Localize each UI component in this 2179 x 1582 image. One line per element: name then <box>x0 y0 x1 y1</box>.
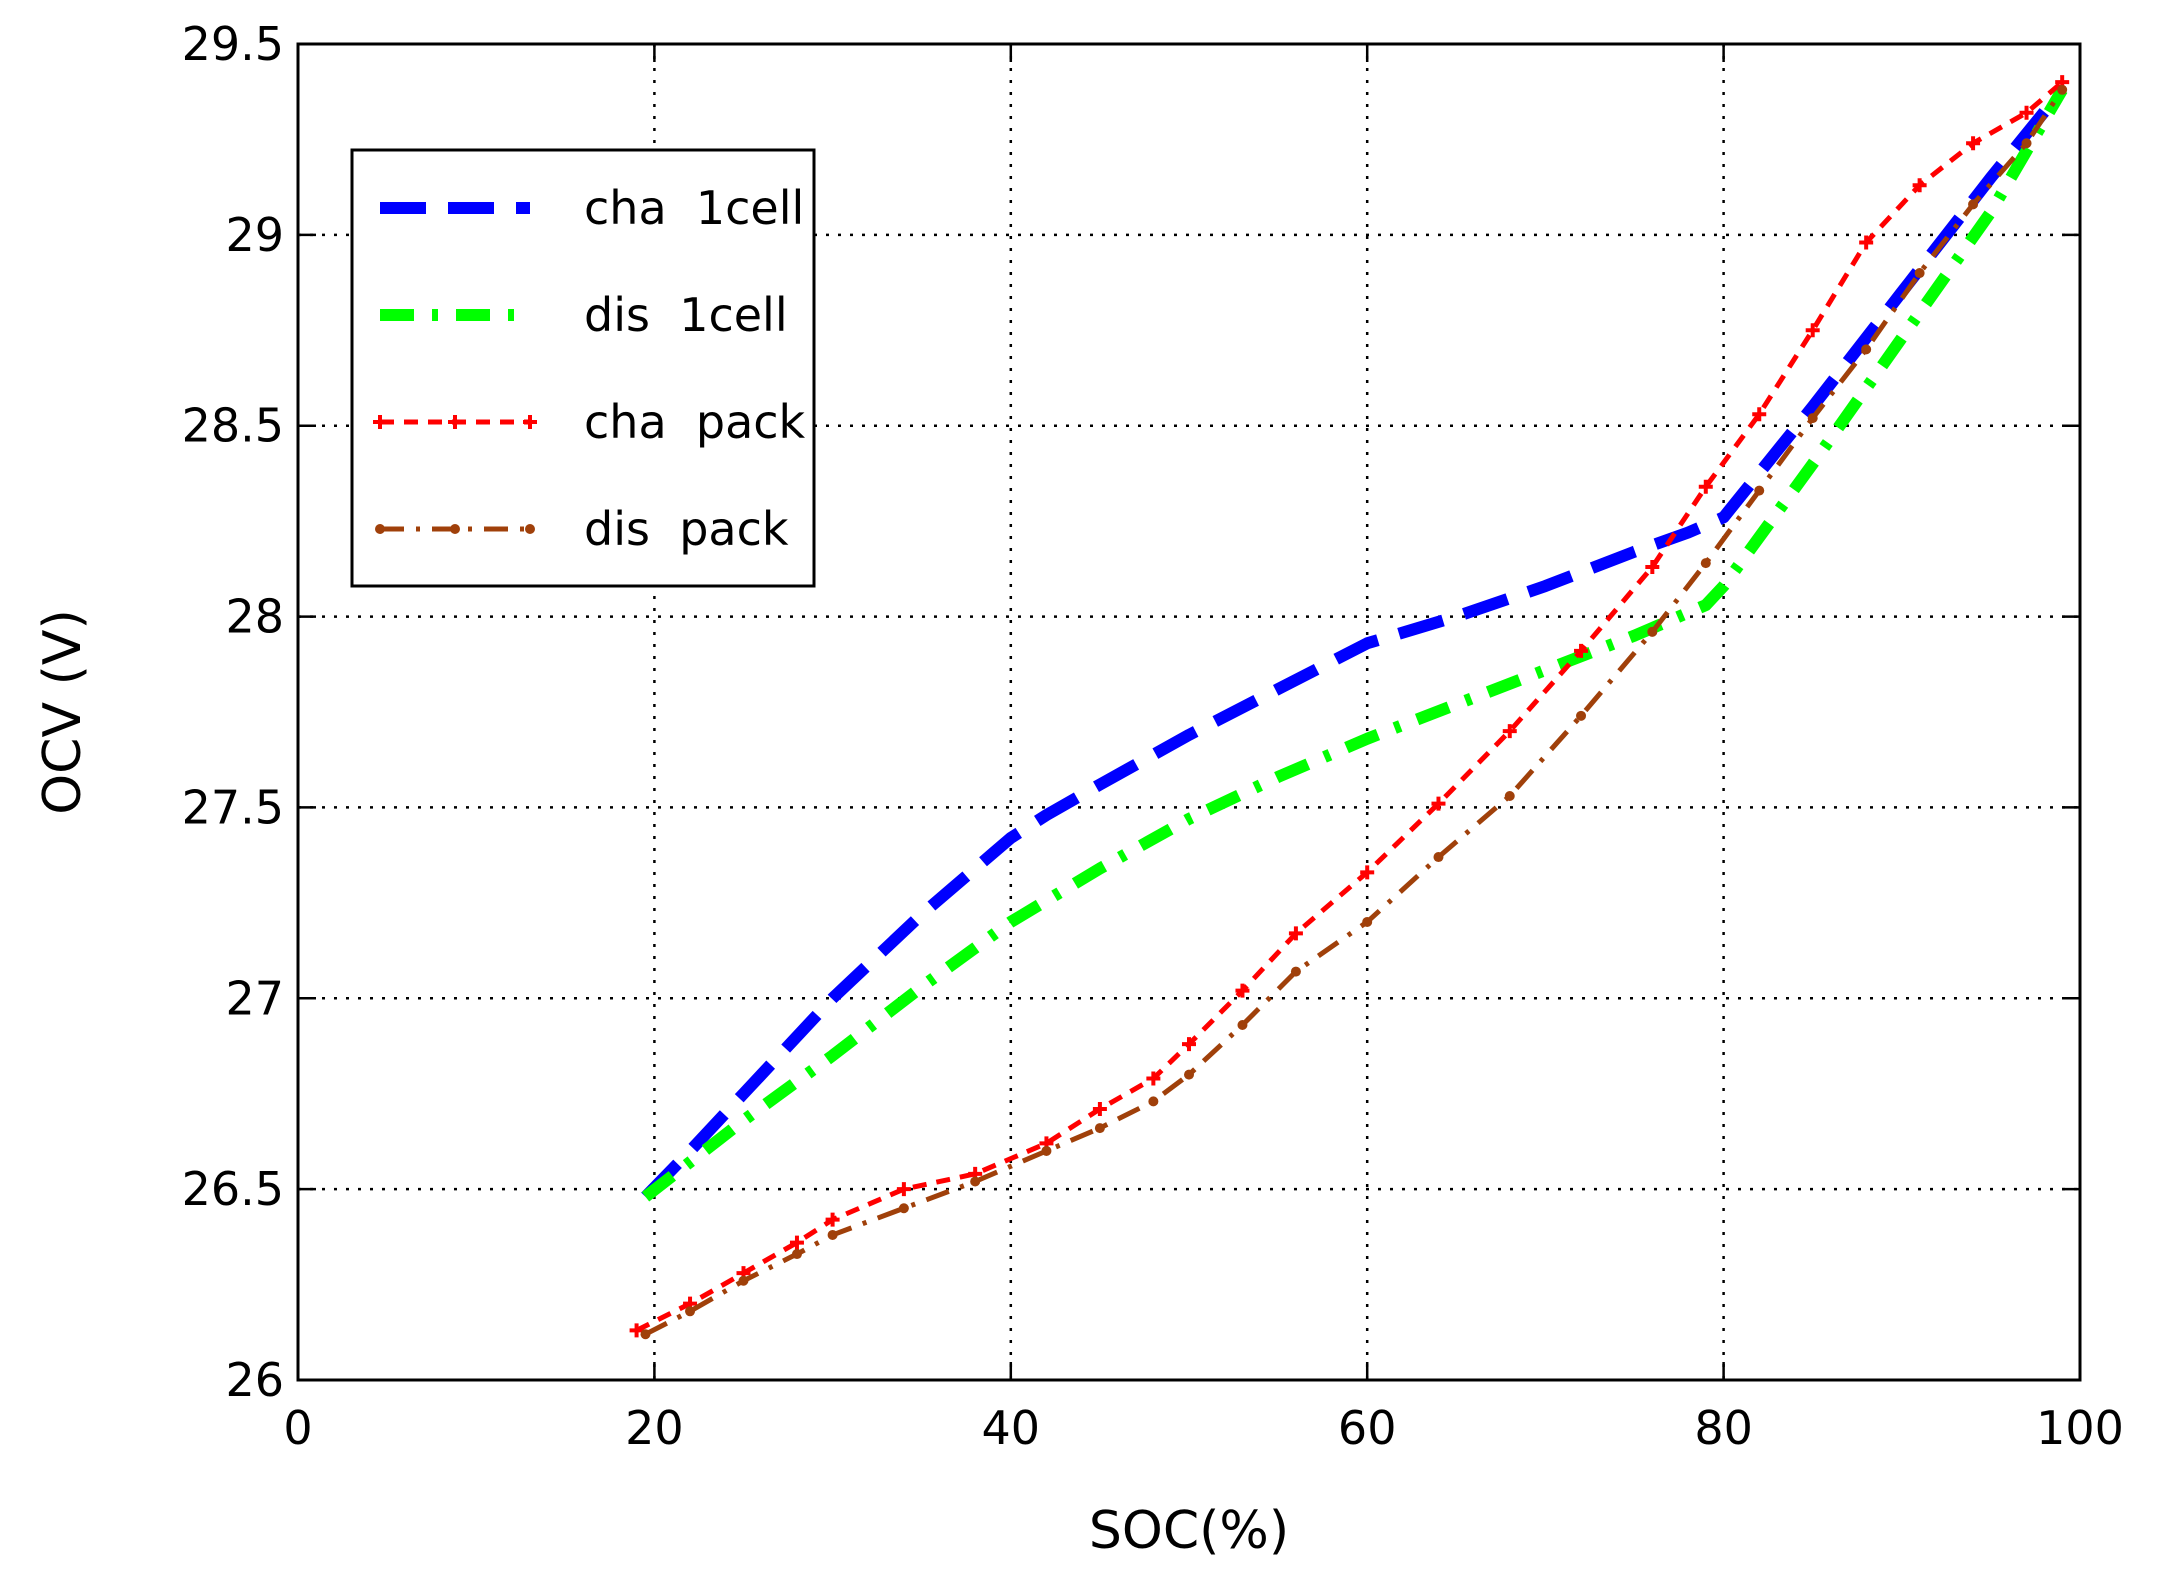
x-tick-label: 60 <box>1338 1401 1397 1455</box>
series-line <box>644 88 2065 1337</box>
data-point <box>1647 626 1658 637</box>
y-tick-label: 28.5 <box>182 399 284 453</box>
data-point <box>640 1329 651 1340</box>
data-point <box>1752 407 1767 422</box>
data-point <box>1966 136 1981 151</box>
data-point <box>825 1212 840 1227</box>
data-point <box>1094 1123 1105 1134</box>
series-line <box>635 80 2064 1333</box>
data-point <box>1290 966 1301 977</box>
legend-marker <box>523 415 537 429</box>
y-tick-label: 26 <box>225 1353 284 1407</box>
data-point <box>1360 865 1375 880</box>
data-series <box>629 75 2070 1340</box>
y-axis-label: OCV (V) <box>33 609 93 815</box>
series-line <box>641 86 2067 1201</box>
data-point <box>1288 926 1303 941</box>
legend-entry: cha pack <box>373 395 806 449</box>
x-axis-label: SOC(%) <box>1089 1501 1289 1561</box>
data-point <box>1914 268 1925 279</box>
legend-label: dis pack <box>584 502 789 556</box>
x-axis-ticks: 0 20 40 60 80 100 <box>283 44 2124 1455</box>
legend-marker <box>525 524 535 534</box>
legend-marker <box>448 415 462 429</box>
data-point <box>1807 413 1818 424</box>
data-point <box>1504 790 1515 801</box>
data-point <box>1148 1096 1159 1107</box>
data-point <box>2057 84 2068 95</box>
legend-marker <box>450 524 460 534</box>
series-3 <box>640 84 2068 1340</box>
data-point <box>1184 1069 1194 1080</box>
data-point <box>1968 199 1979 210</box>
y-axis-ticks: 26 26.5 27 27.5 28 28.5 29 29.5 <box>182 17 2080 1407</box>
x-tick-label: 100 <box>2036 1401 2124 1455</box>
data-point <box>685 1306 696 1317</box>
data-point <box>1912 178 1927 193</box>
data-point <box>1182 1037 1196 1052</box>
data-point <box>1574 643 1589 658</box>
legend-entry: dis 1cell <box>380 288 788 342</box>
data-point <box>1146 1071 1161 1086</box>
legend-label: cha pack <box>584 395 806 449</box>
data-point <box>1092 1101 1107 1116</box>
data-point <box>970 1176 981 1187</box>
data-point <box>1041 1145 1052 1156</box>
data-point <box>791 1249 802 1260</box>
x-tick-label: 20 <box>625 1401 684 1455</box>
data-point <box>2021 138 2032 149</box>
data-point <box>1362 916 1373 927</box>
series-line <box>641 86 2068 1202</box>
y-tick-label: 27 <box>225 971 284 1025</box>
plot-frame <box>296 42 2082 1382</box>
y-tick-label: 27.5 <box>182 780 284 834</box>
data-point <box>1700 558 1711 569</box>
x-tick-label: 0 <box>283 1401 312 1455</box>
legend-label: dis 1cell <box>584 288 788 342</box>
data-point <box>1237 1020 1248 1031</box>
y-tick-label: 28 <box>225 590 284 644</box>
y-tick-label: 26.5 <box>182 1162 284 1216</box>
data-point <box>738 1275 749 1286</box>
data-point <box>629 1323 644 1338</box>
legend-marker <box>373 415 387 429</box>
data-point <box>827 1229 838 1240</box>
data-point <box>1754 485 1765 496</box>
data-point <box>789 1235 804 1250</box>
data-point <box>2019 105 2034 120</box>
y-tick-label: 29 <box>225 208 284 262</box>
data-point <box>1235 983 1250 998</box>
data-point <box>1698 479 1713 494</box>
legend-marker <box>375 524 385 534</box>
legend: cha 1cell dis 1cell cha pack dis pack <box>350 148 816 588</box>
legend-label: cha 1cell <box>584 181 804 235</box>
legend-entry: dis pack <box>375 502 789 556</box>
data-point <box>1431 796 1446 811</box>
series-0 <box>641 86 2067 1201</box>
data-point <box>896 1182 911 1197</box>
data-point <box>898 1203 909 1214</box>
x-tick-label: 80 <box>1694 1401 1753 1455</box>
legend-entry: cha 1cell <box>380 181 804 235</box>
data-point <box>1433 852 1444 863</box>
y-tick-label: 29.5 <box>182 17 284 71</box>
series-2 <box>629 75 2070 1338</box>
data-point <box>1861 344 1872 355</box>
data-point <box>1576 710 1587 721</box>
x-tick-label: 40 <box>982 1401 1041 1455</box>
data-point <box>1859 235 1874 250</box>
series-1 <box>641 86 2068 1202</box>
data-point <box>1645 559 1660 574</box>
legend-box <box>350 148 816 588</box>
data-point <box>1502 724 1517 739</box>
grid-lines <box>298 44 2080 1380</box>
data-point <box>1805 323 1820 338</box>
